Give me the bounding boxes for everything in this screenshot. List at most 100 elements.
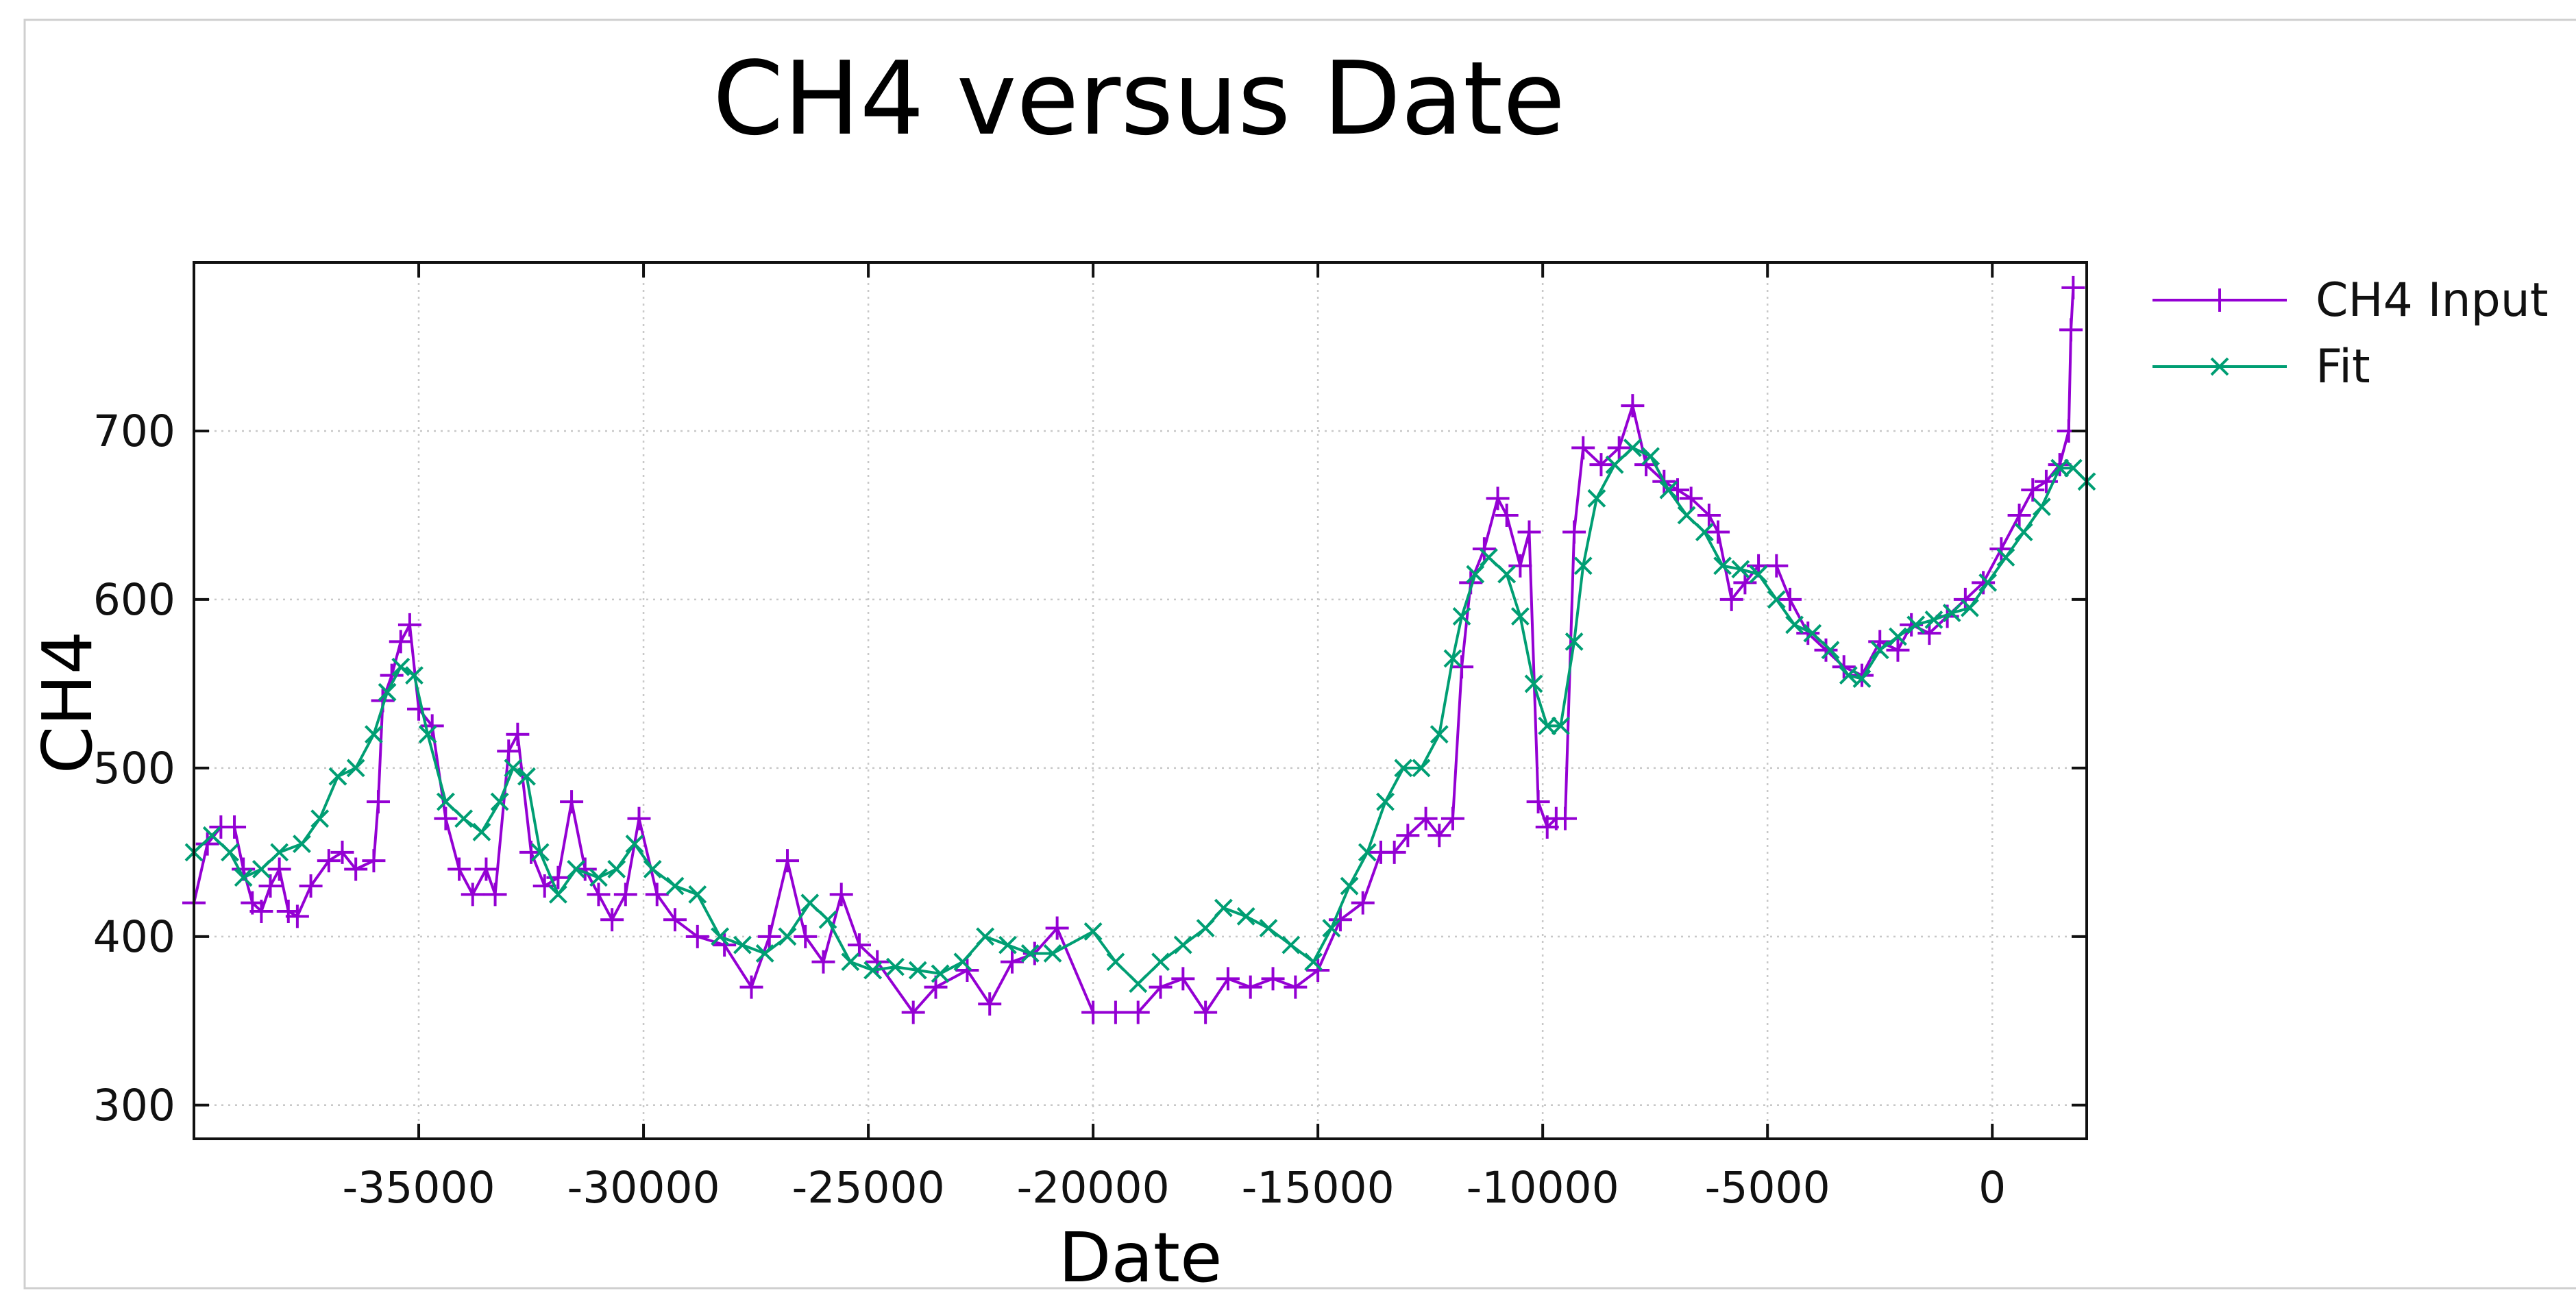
data-point-cross [1565, 632, 1584, 651]
data-point-cross [328, 767, 347, 786]
data-point-plus [2021, 478, 2045, 502]
data-point-plus [1814, 638, 1838, 662]
data-point-cross [1573, 556, 1593, 576]
data-point-cross [1906, 615, 1926, 634]
data-point-plus [1081, 1000, 1105, 1024]
data-point-cross [976, 927, 995, 946]
data-point-cross [1677, 506, 1696, 525]
x-tick-label: -20000 [1017, 1163, 1170, 1213]
data-point-plus [1886, 638, 1910, 662]
data-point-plus [1607, 436, 1631, 460]
data-point-cross [1731, 560, 1750, 579]
data-point-cross [1129, 974, 1148, 994]
data-point-cross [1358, 843, 1377, 862]
data-point-plus [1414, 806, 1438, 830]
data-point-plus [330, 840, 354, 864]
data-point-cross [1510, 607, 1530, 626]
data-point-plus [1706, 520, 1730, 544]
data-point-cross [1978, 573, 1998, 592]
data-point-plus [474, 857, 498, 881]
data-point-plus [1953, 587, 1977, 611]
series-fit [184, 439, 2096, 994]
data-point-cross [625, 835, 644, 853]
data-point-cross [818, 910, 837, 929]
data-point-cross [1524, 674, 1543, 693]
data-point-cross [270, 843, 289, 862]
data-point-plus [1526, 790, 1550, 814]
chart-title: CH4 versus Date [713, 40, 1565, 158]
data-point-cross [504, 759, 523, 778]
data-point-plus [1517, 520, 1541, 544]
data-point-cross [863, 961, 883, 980]
data-point-cross [202, 826, 221, 845]
data-point-plus [1382, 840, 1406, 864]
x-axis-label: Date [1058, 1218, 1222, 1298]
data-point-cross [405, 666, 424, 685]
data-point-cross [1551, 716, 1570, 735]
data-point-cross [1376, 792, 1395, 811]
data-point-plus [1238, 975, 1262, 999]
data-point-cross [1466, 565, 1485, 584]
data-point-cross [1151, 952, 1170, 972]
data-point-cross [998, 935, 1017, 954]
data-point-plus [434, 806, 458, 830]
data-point-cross [530, 843, 550, 862]
data-point-plus [663, 908, 687, 932]
x-tick-label: 0 [1978, 1163, 2006, 1213]
legend-item-ch4-input[interactable]: CH4 Input [2152, 273, 2549, 328]
data-point-cross [1173, 935, 1192, 954]
y-tick-label: 700 [93, 406, 175, 456]
grid [194, 262, 2087, 1139]
data-point-cross [517, 767, 536, 786]
data-point-cross [1996, 548, 2015, 567]
data-point-plus [344, 857, 368, 881]
data-point-cross [1259, 919, 1278, 937]
series-line [193, 287, 2075, 1015]
data-point-cross [800, 894, 820, 913]
data-point-plus [1553, 806, 1577, 830]
data-point-plus [317, 849, 341, 873]
data-point-plus [1261, 967, 1285, 991]
data-point-cross [1605, 455, 1624, 474]
data-point-cross [1713, 556, 1732, 576]
data-point-plus [2059, 318, 2083, 342]
data-point-cross [1106, 952, 1125, 972]
data-point-cross [1659, 480, 1678, 500]
data-point-plus [1679, 486, 1703, 510]
data-point-cross [1480, 548, 1498, 567]
data-point-cross [310, 809, 330, 828]
data-point-cross [1020, 944, 1040, 963]
data-point-cross [1767, 590, 1786, 609]
data-point-cross [1497, 565, 1517, 584]
data-point-cross [436, 792, 455, 811]
data-point-cross [1961, 598, 1979, 617]
data-point-plus [407, 697, 431, 721]
data-point-plus [447, 857, 471, 881]
data-point-cross [1641, 447, 1660, 466]
data-point-cross [1430, 725, 1449, 744]
data-point-plus [2048, 453, 2072, 477]
data-point-plus [223, 815, 247, 839]
legend-label-ch4-input: CH4 Input [2316, 273, 2549, 328]
data-point-plus [461, 883, 484, 907]
data-point-plus [1850, 663, 1874, 687]
data-point-plus [811, 950, 835, 974]
data-point-cross [2032, 497, 2051, 517]
data-point-cross [418, 725, 437, 744]
data-point-cross [1322, 919, 1341, 937]
data-point-plus [587, 883, 611, 907]
legend-item-fit[interactable]: Fit [2152, 340, 2370, 394]
data-point-plus [829, 883, 853, 907]
data-point-plus [1450, 655, 1474, 679]
data-point-plus [389, 630, 413, 654]
data-point-plus [362, 849, 386, 873]
y-tick-label: 500 [93, 743, 175, 793]
data-point-cross [1821, 641, 1840, 660]
data-point-cross [1839, 666, 1858, 685]
data-point-plus [483, 883, 507, 907]
data-point-plus [978, 992, 1002, 1016]
data-point-cross [778, 927, 797, 946]
data-point-cross [490, 792, 509, 811]
data-point-cross [1281, 935, 1301, 954]
data-point-plus [1562, 520, 1586, 544]
